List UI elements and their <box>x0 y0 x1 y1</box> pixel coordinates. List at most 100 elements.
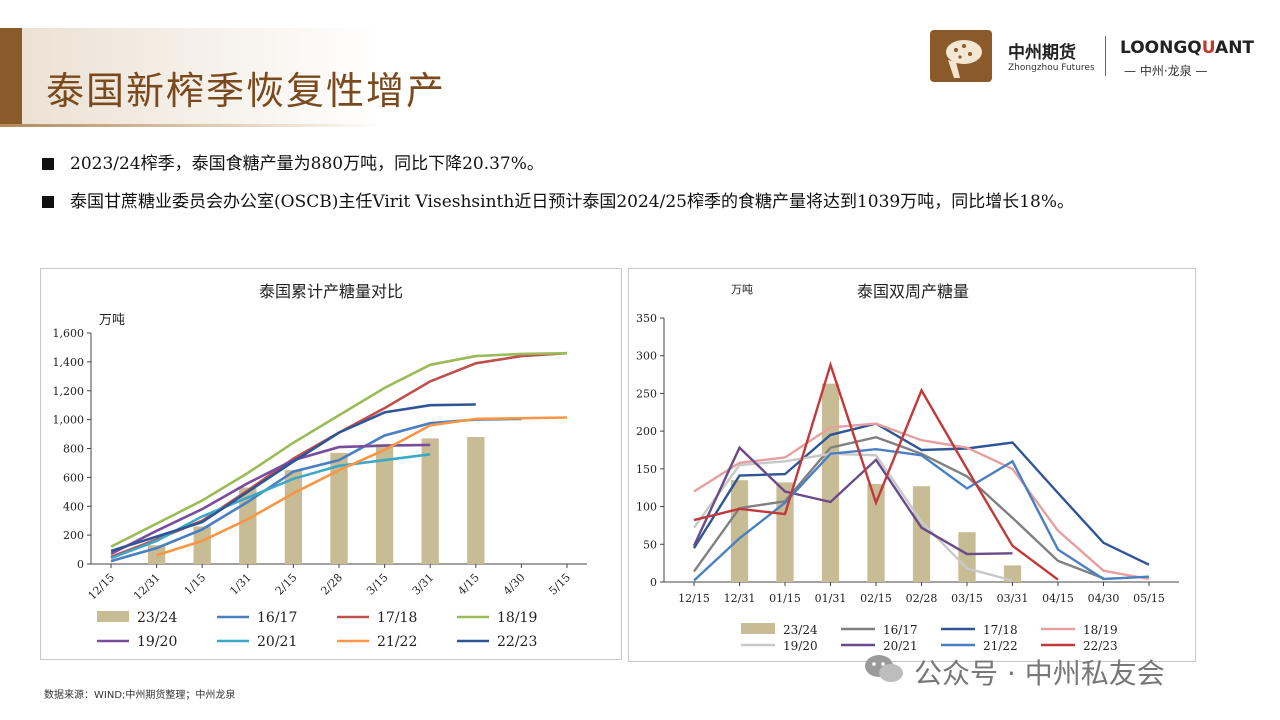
y-tick-label: 0 <box>650 576 657 589</box>
biweekly-chart-svg: 泰国双周产糖量 万吨 0 50 100 150 200 250 300 350 12/15 12/31… <box>636 282 1179 653</box>
x-tick-label: 01/31 <box>815 592 847 605</box>
y-tick-label: 1,000 <box>53 414 85 427</box>
bar-23-24 <box>821 383 840 582</box>
bar-23-24 <box>284 470 303 564</box>
x-tick-label: 12/31 <box>131 571 163 603</box>
page-title: 泰国新榨季恢复性增产 <box>46 69 447 113</box>
legend-label: 20/21 <box>257 634 297 650</box>
legend-label: 18/19 <box>497 610 537 626</box>
series-line-18-19 <box>110 351 568 548</box>
series-line-22-23 <box>693 360 1059 581</box>
y-axis-unit: 万吨 <box>731 283 753 296</box>
y-tick-label: 200 <box>636 425 657 438</box>
bullet-item: 2023/24榨季，泰国食糖产量为880万吨，同比下降20.37%。 <box>40 145 1220 183</box>
logo-separator <box>1105 36 1106 76</box>
brand-part-q: U <box>1201 38 1216 58</box>
series-line-18-19 <box>693 422 1150 581</box>
x-tick-label: 4/30 <box>501 571 528 598</box>
y-tick-label: 600 <box>63 471 84 484</box>
series-line-19-20 <box>693 452 1013 582</box>
y-tick-label: 300 <box>636 350 657 363</box>
legend-label: 16/17 <box>883 623 918 637</box>
x-tick-label: 2/15 <box>273 571 300 598</box>
series-line-20-21 <box>692 445 1013 556</box>
series-line-22-23 <box>110 403 476 553</box>
loongquant-brand: LOONGQUANT <box>1120 38 1254 58</box>
y-tick-label: 800 <box>63 443 84 456</box>
legend-label: 17/18 <box>983 623 1018 637</box>
x-tick-label: 1/15 <box>182 571 209 598</box>
x-tick-label: 2/28 <box>318 571 345 598</box>
x-tick-label: 4/15 <box>455 571 482 598</box>
biweekly-production-chart: 泰国双周产糖量 万吨 0 50 100 150 200 250 300 350 12/15 12/31… <box>628 268 1196 662</box>
y-tick-label: 150 <box>636 463 657 476</box>
x-tick-label: 04/15 <box>1042 592 1074 605</box>
series-line-19-20 <box>110 443 431 556</box>
x-tick-label: 12/15 <box>678 592 710 605</box>
x-tick-label: 03/31 <box>997 592 1029 605</box>
bar-23-24 <box>239 487 257 564</box>
bar-23-24 <box>867 483 885 582</box>
y-tick-label: 1,600 <box>53 327 85 340</box>
brand-part-b: ANT <box>1215 38 1255 58</box>
legend-label: 19/20 <box>783 639 818 653</box>
bar-23-24 <box>958 532 976 582</box>
legend-swatch <box>97 611 129 622</box>
bar-23-24 <box>375 444 394 564</box>
x-tick-label: 3/15 <box>364 571 391 598</box>
x-tick-label: 5/15 <box>546 571 573 598</box>
y-tick-label: 100 <box>636 501 657 514</box>
legend-label: 16/17 <box>257 610 297 626</box>
brand-part-a: LOONGQ <box>1120 38 1202 58</box>
bullet-item: 泰国甘蔗糖业委员会办公室(OSCB)主任Virit Viseshsinth近日预… <box>40 183 1220 221</box>
series-line-20-21 <box>110 453 431 560</box>
y-axis-unit: 万吨 <box>99 313 125 328</box>
y-tick-label: 0 <box>77 558 84 571</box>
leopard-logo-icon <box>930 30 992 82</box>
legend-label: 23/24 <box>783 623 818 637</box>
x-tick-label: 03/15 <box>951 592 983 605</box>
x-tick-label: 12/31 <box>724 592 756 605</box>
y-tick-label: 1,400 <box>53 356 85 369</box>
legend-label: 17/18 <box>377 610 417 626</box>
legend-swatch <box>741 623 775 634</box>
bullet-text: 泰国甘蔗糖业委员会办公室(OSCB)主任Virit Viseshsinth近日预… <box>70 192 1074 212</box>
x-tick-label: 02/28 <box>906 592 938 605</box>
cumulative-production-chart: 泰国累计产糖量对比 万吨 0 200 400 600 800 1,000 1,200 1,400 1… <box>40 268 622 660</box>
legend-label: 21/22 <box>377 634 417 650</box>
chart-title: 泰国双周产糖量 <box>857 282 969 301</box>
company-name-cn: 中州期货 <box>1008 43 1076 63</box>
series-line-16-17 <box>110 417 522 563</box>
company-name-en: Zhongzhou Futures <box>1008 63 1095 73</box>
x-tick-label: 05/15 <box>1133 592 1165 605</box>
y-tick-label: 200 <box>63 529 84 542</box>
watermark-text: 公众号 · 中州私友会 <box>914 657 1165 690</box>
bar-23-24 <box>730 480 749 582</box>
bar-23-24 <box>193 526 211 564</box>
series-line-21-22 <box>156 416 568 557</box>
wechat-icon <box>865 655 903 682</box>
y-tick-label: 400 <box>63 500 84 513</box>
title-underline <box>0 124 380 127</box>
legend-label: 21/22 <box>983 639 1018 653</box>
bar-23-24 <box>421 438 439 564</box>
y-tick-label: 50 <box>643 538 657 551</box>
bullet-text: 2023/24榨季，泰国食糖产量为880万吨，同比下降20.37%。 <box>70 154 544 174</box>
x-tick-label: 3/31 <box>410 571 437 598</box>
y-tick-label: 250 <box>636 387 657 400</box>
title-background <box>22 28 382 126</box>
bar-23-24 <box>1003 565 1022 582</box>
bar-23-24 <box>330 452 348 564</box>
bullet-square-icon <box>42 158 54 170</box>
logo: 中州期货 Zhongzhou Futures LOONGQUANT — 中州·龙… <box>930 30 1254 82</box>
title-accent-bar <box>0 28 22 126</box>
data-source-note: 数据来源：WIND;中州期货整理；中州龙泉 <box>44 690 236 701</box>
legend-label: 23/24 <box>137 610 177 626</box>
bar-23-24 <box>467 436 485 564</box>
x-tick-label: 12/15 <box>86 571 118 603</box>
y-tick-label: 350 <box>636 312 657 325</box>
x-tick-label: 1/31 <box>227 571 254 598</box>
loongquant-subtitle: — 中州·龙泉 — <box>1124 64 1208 78</box>
bullet-square-icon <box>42 196 54 208</box>
